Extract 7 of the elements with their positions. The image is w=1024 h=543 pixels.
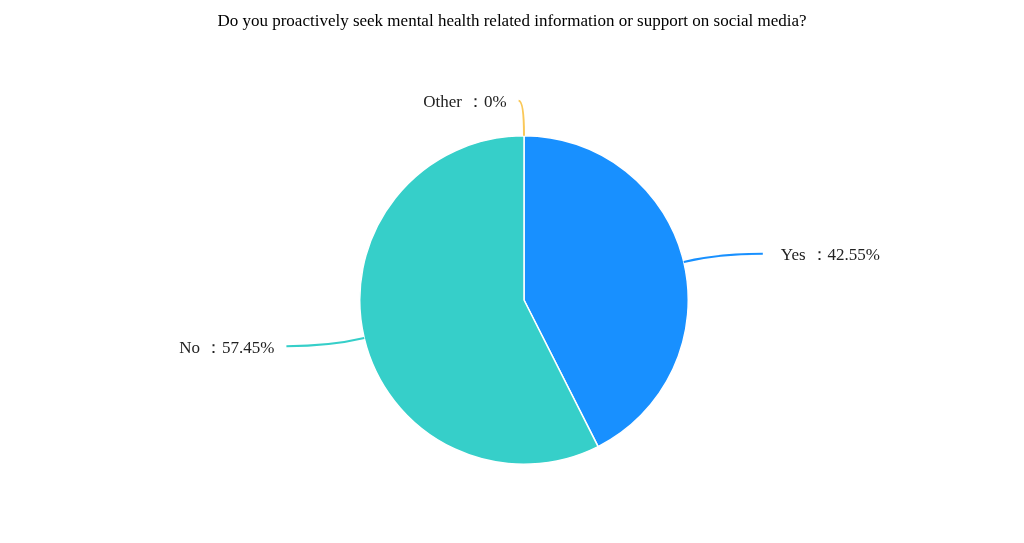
slice-label: Yes xyxy=(780,245,806,265)
data-label: ：57.45% xyxy=(205,337,275,357)
data-label: ：42.55% xyxy=(810,245,880,265)
category-label: Other xyxy=(423,92,462,112)
slice-label: No xyxy=(179,337,200,357)
chart-title: Do you proactively seek mental health related information or support on social media? xyxy=(217,11,807,31)
text: ：0% xyxy=(466,92,507,112)
